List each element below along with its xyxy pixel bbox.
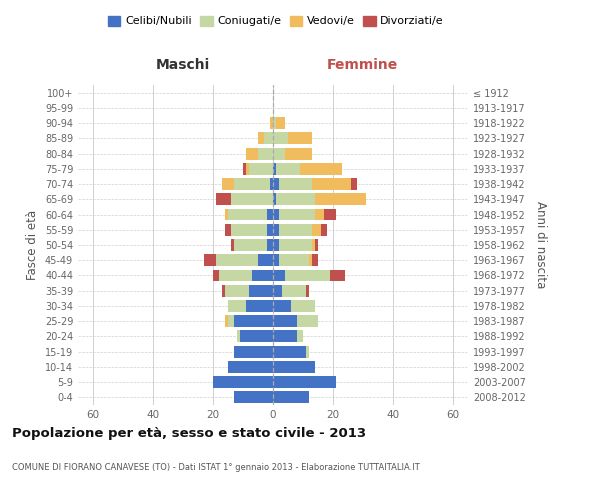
Bar [213, 376, 273, 388]
Bar [249, 285, 273, 296]
Bar [300, 163, 342, 175]
Bar [279, 239, 312, 251]
Text: Femmine: Femmine [327, 58, 398, 72]
Bar [351, 178, 357, 190]
Legend: Celibi/Nubili, Coniugati/e, Vedovi/e, Divorziati/e: Celibi/Nubili, Coniugati/e, Vedovi/e, Di… [108, 16, 444, 26]
Bar [297, 330, 303, 342]
Bar [273, 254, 279, 266]
Bar [276, 117, 285, 129]
Bar [306, 346, 309, 358]
Bar [240, 330, 273, 342]
Bar [273, 376, 336, 388]
Bar [285, 270, 330, 281]
Bar [315, 194, 366, 205]
Bar [246, 300, 273, 312]
Bar [315, 239, 318, 251]
Bar [225, 285, 249, 296]
Bar [273, 315, 297, 327]
Bar [228, 361, 273, 373]
Bar [234, 392, 273, 404]
Bar [264, 132, 273, 144]
Bar [234, 346, 273, 358]
Bar [273, 178, 279, 190]
Bar [273, 300, 291, 312]
Bar [273, 361, 315, 373]
Text: Popolazione per età, sesso e stato civile - 2013: Popolazione per età, sesso e stato civil… [12, 428, 366, 440]
Bar [273, 239, 279, 251]
Bar [288, 132, 312, 144]
Y-axis label: Anni di nascita: Anni di nascita [534, 202, 547, 288]
Bar [222, 178, 234, 190]
Bar [243, 163, 246, 175]
Bar [330, 270, 345, 281]
Bar [213, 270, 219, 281]
Bar [225, 315, 228, 327]
Bar [279, 208, 315, 220]
Bar [279, 178, 312, 190]
Bar [267, 208, 273, 220]
Bar [273, 208, 279, 220]
Bar [279, 254, 309, 266]
Bar [273, 392, 309, 404]
Bar [273, 148, 285, 160]
Bar [246, 163, 249, 175]
Bar [231, 239, 234, 251]
Bar [321, 224, 327, 235]
Bar [273, 194, 276, 205]
Bar [267, 224, 273, 235]
Bar [204, 254, 216, 266]
Bar [312, 239, 315, 251]
Bar [216, 254, 258, 266]
Bar [228, 315, 234, 327]
Bar [324, 208, 336, 220]
Bar [270, 178, 273, 190]
Bar [285, 148, 312, 160]
Bar [273, 346, 306, 358]
Bar [273, 224, 279, 235]
Bar [234, 239, 267, 251]
Bar [312, 178, 351, 190]
Bar [246, 148, 258, 160]
Text: Maschi: Maschi [156, 58, 211, 72]
Bar [231, 224, 267, 235]
Bar [273, 285, 282, 296]
Bar [237, 330, 240, 342]
Bar [228, 208, 267, 220]
Bar [258, 254, 273, 266]
Bar [273, 163, 276, 175]
Bar [234, 315, 273, 327]
Bar [267, 239, 273, 251]
Bar [231, 194, 273, 205]
Bar [225, 208, 228, 220]
Bar [312, 254, 318, 266]
Bar [276, 194, 315, 205]
Bar [309, 254, 312, 266]
Bar [222, 285, 225, 296]
Bar [312, 224, 321, 235]
Bar [270, 117, 273, 129]
Text: COMUNE DI FIORANO CANAVESE (TO) - Dati ISTAT 1° gennaio 2013 - Elaborazione TUTT: COMUNE DI FIORANO CANAVESE (TO) - Dati I… [12, 462, 420, 471]
Bar [276, 163, 300, 175]
Bar [273, 330, 297, 342]
Bar [315, 208, 324, 220]
Y-axis label: Fasce di età: Fasce di età [26, 210, 39, 280]
Bar [273, 132, 288, 144]
Bar [228, 300, 246, 312]
Bar [306, 285, 309, 296]
Bar [282, 285, 306, 296]
Bar [249, 163, 273, 175]
Bar [219, 270, 252, 281]
Bar [291, 300, 315, 312]
Bar [252, 270, 273, 281]
Bar [258, 132, 264, 144]
Bar [273, 117, 276, 129]
Bar [225, 224, 231, 235]
Bar [273, 270, 285, 281]
Bar [234, 178, 270, 190]
Bar [279, 224, 312, 235]
Bar [297, 315, 318, 327]
Bar [216, 194, 231, 205]
Bar [258, 148, 273, 160]
